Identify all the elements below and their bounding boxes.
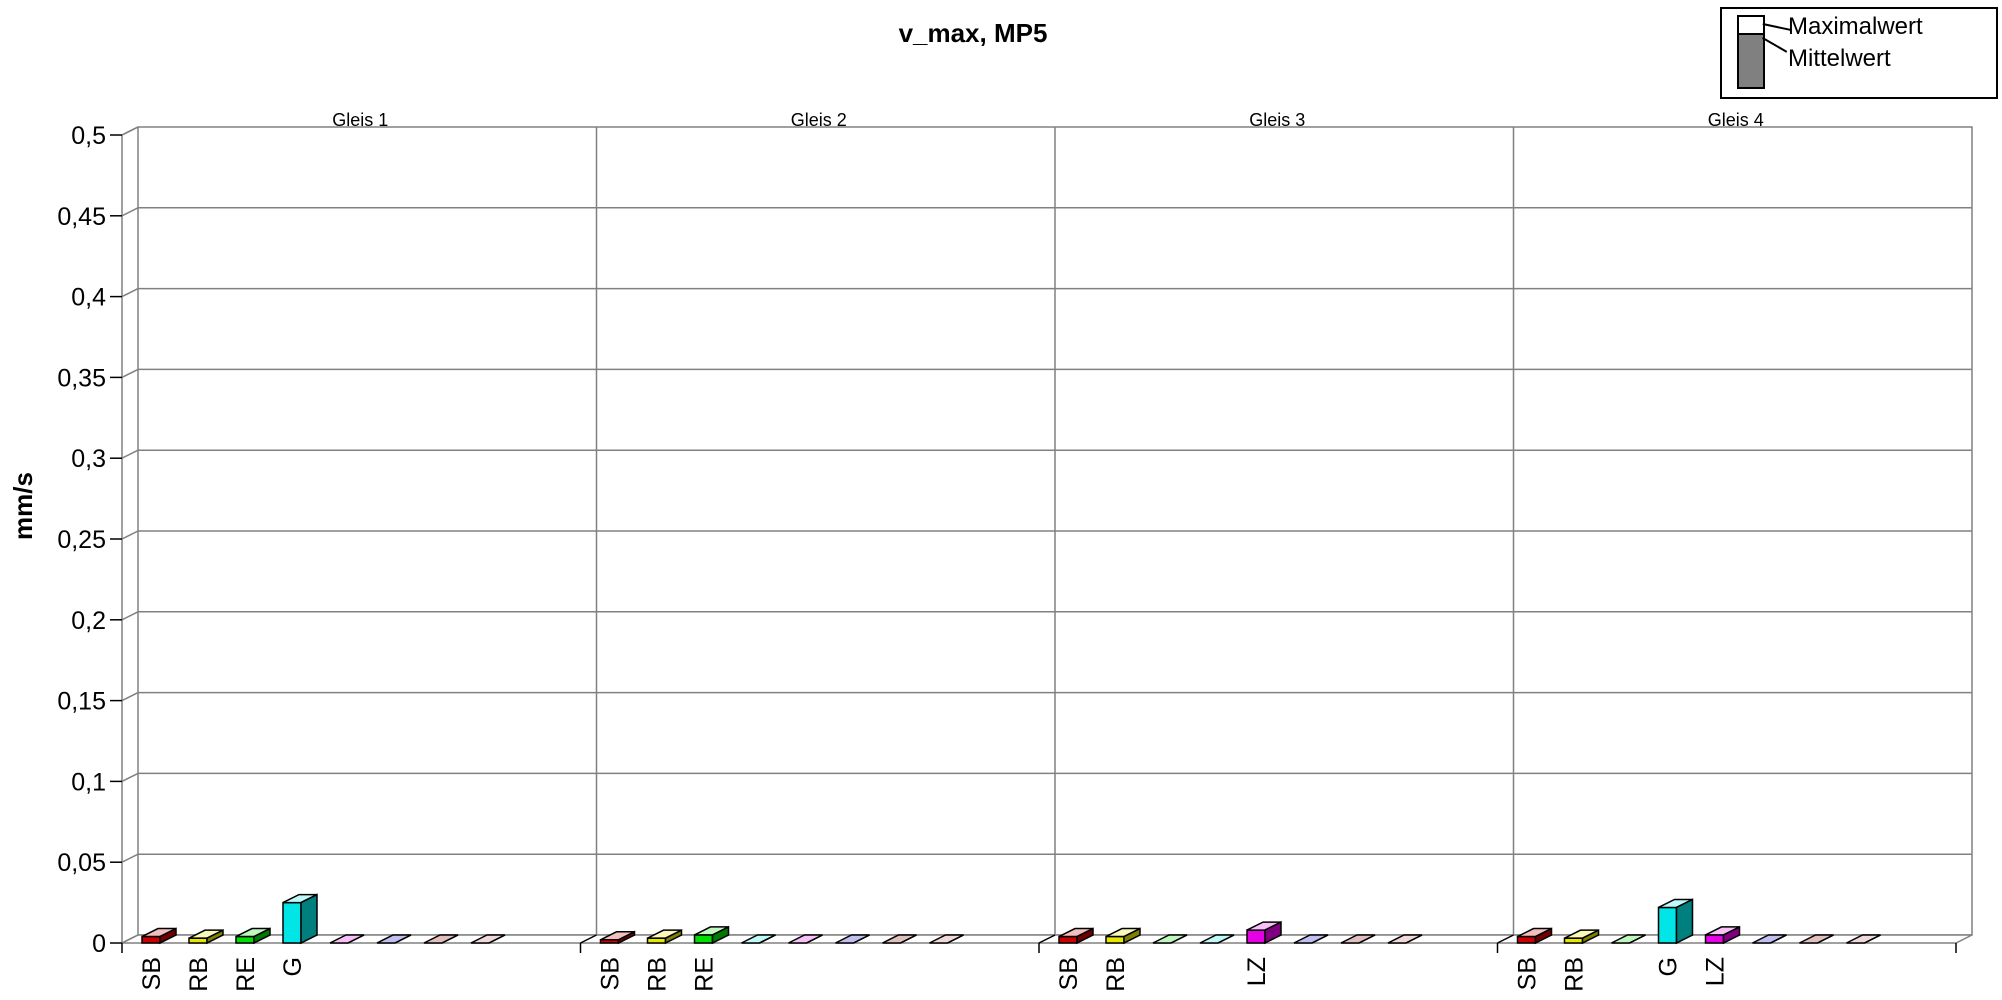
bar-side [1817,934,1834,944]
gridline-side [121,126,139,136]
category-label: LZ [1702,957,1730,986]
legend-swatch-maximalwert [1737,15,1765,35]
gridline-side [121,207,139,217]
category-label: SB [597,957,625,990]
panel-label: Gleis 2 [791,110,847,130]
bar-side [1311,934,1329,944]
panel-label: Gleis 1 [332,110,388,130]
gridline-side [121,449,139,459]
y-tick-label: 0,1 [71,768,106,796]
category-label: RE [691,957,719,992]
gridline-side [121,853,139,863]
category-label: G [1655,957,1683,976]
category-label: SB [138,957,166,990]
bar [282,901,302,944]
bar-side [1722,925,1741,945]
bar-side [441,934,459,944]
y-tick-label: 0,3 [71,445,106,473]
y-tick-label: 0,2 [71,607,106,635]
bar-side [711,925,730,945]
y-tick-label: 0,15 [57,688,106,716]
bar-side [806,934,823,944]
y-tick-label: 0,5 [71,122,106,150]
bar-side [1405,934,1423,944]
bar-side [159,927,177,945]
gridline-side [121,611,139,621]
category-label: RE [232,957,260,992]
category-label: RB [1102,957,1130,992]
bar-side [617,930,636,945]
gridline-side [121,368,139,379]
category-label: RB [185,957,213,992]
gridline-side [121,530,139,540]
bar-side [1123,927,1141,945]
panel-divider-floor [1038,934,1056,944]
legend-label-maximalwert: Maximalwert [1788,13,1923,40]
bar [141,935,161,944]
bar-side [488,934,506,944]
bar [1516,935,1537,944]
y-tick-label: 0,4 [71,284,106,312]
gridline-side [121,934,139,944]
y-tick-label: 0,05 [57,849,106,877]
bar [693,934,714,944]
bar-side [394,934,412,944]
bar-side [1864,934,1881,944]
bar [1657,906,1678,944]
legend-swatch-mittelwert [1737,35,1765,89]
bar-side [759,934,776,944]
bar-side [206,928,224,945]
bar-side [900,934,917,944]
gridline-side [121,691,139,702]
panel-label: Gleis 3 [1249,110,1305,130]
category-label: RB [644,957,672,992]
bar [1246,929,1266,944]
bar-side [1217,934,1235,944]
bar-side [1170,934,1188,944]
bar-side [1770,934,1787,944]
panel-divider-floor [1497,934,1514,944]
bar-side [253,927,271,945]
bar [1704,934,1725,944]
panel-divider-floor [580,934,597,944]
gridline-side [121,772,139,783]
bar-side [1358,934,1376,944]
bar-side [1581,928,1600,945]
bar-side [1264,920,1282,945]
y-tick-label: 0,35 [57,364,106,392]
bar-side [853,934,870,944]
y-tick-label: 0,25 [57,526,106,554]
legend-label-mittelwert: Mittelwert [1788,45,1891,72]
bar [1105,935,1125,944]
bar-side [1629,934,1646,944]
category-label: SB [1055,957,1083,990]
bar-side [1675,898,1694,945]
category-label: SB [1514,957,1542,990]
bar [1058,935,1078,944]
bar-side [664,928,683,945]
bar [235,935,255,944]
category-label: RB [1561,957,1589,992]
category-label: LZ [1243,957,1271,986]
chart-title: v_max, MP5 [898,18,1048,48]
bar-side [347,934,365,944]
bar-side [300,893,318,945]
bar-side [947,934,964,944]
gridline-side [121,287,139,298]
y-tick-label: 0 [92,930,106,958]
bar-side [1534,927,1553,945]
category-label: G [279,957,307,976]
y-tick-label: 0,45 [57,203,106,231]
bar-side [1076,927,1094,945]
panel-label: Gleis 4 [1708,110,1764,130]
chart-legend: Maximalwert Mittelwert [1720,7,1998,99]
